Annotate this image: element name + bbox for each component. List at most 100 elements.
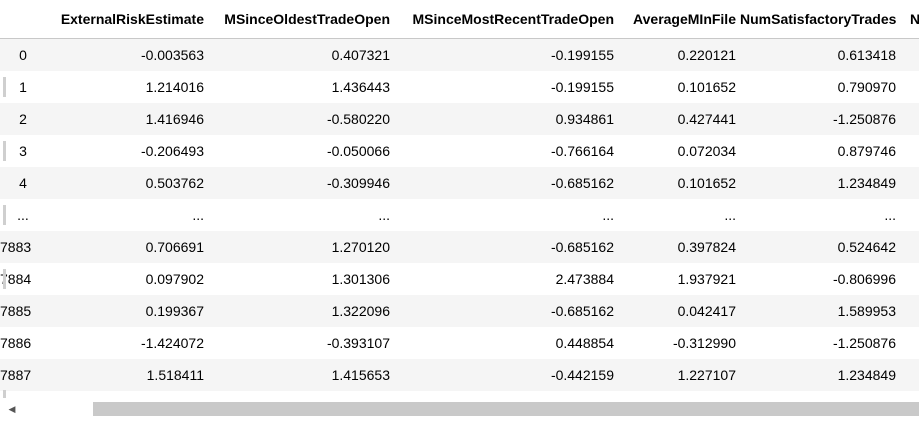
table-row: 7885 0.199367 1.322096 -0.685162 0.042417 1.5… <box>0 295 919 327</box>
row-index: 4 <box>0 167 46 199</box>
row-index-label: 7886 <box>0 335 32 351</box>
table-cell: 0.407321 <box>208 38 394 71</box>
table-cell <box>900 199 919 231</box>
column-header: ExternalRiskEstimate <box>46 0 208 39</box>
table-cell: 0.706691 <box>46 231 208 263</box>
table-cell: -0.199155 <box>394 38 618 71</box>
table-row: 3 -0.206493 -0.050066 -0.766164 0.072034 0.87… <box>0 135 919 167</box>
table-cell: -0.685162 <box>394 231 618 263</box>
table-cell: -0.580220 <box>208 103 394 135</box>
table-cell <box>900 135 919 167</box>
row-index-label: 2 <box>19 111 27 127</box>
table-row: 2 1.416946 -0.580220 0.934861 0.427441 -1.250… <box>0 103 919 135</box>
table-cell: 0.879746 <box>740 135 900 167</box>
table-cell <box>900 359 919 391</box>
table-cell: 0.934861 <box>394 103 618 135</box>
dataframe-table-container: ExternalRiskEstimate MSinceOldestTradeOp… <box>0 0 919 391</box>
scroll-left-icon[interactable]: ◀ <box>8 404 16 414</box>
table-cell <box>900 263 919 295</box>
table-row: 7884 0.097902 1.301306 2.473884 1.937921 -0.8… <box>0 263 919 295</box>
table-header: ExternalRiskEstimate MSinceOldestTradeOp… <box>0 0 919 39</box>
table-cell: 0.101652 <box>618 167 740 199</box>
table-cell: 1.234849 <box>740 359 900 391</box>
table-cell: 0.524642 <box>740 231 900 263</box>
table-cell: ... <box>740 199 900 231</box>
row-index: 1 <box>0 71 46 103</box>
column-header: AverageMInFile <box>618 0 740 39</box>
table-cell: 0.397824 <box>618 231 740 263</box>
row-marker <box>3 390 6 398</box>
table-cell: -0.003563 <box>46 38 208 71</box>
table-cell: 1.301306 <box>208 263 394 295</box>
table-cell: 0.042417 <box>618 295 740 327</box>
row-index: 7883 <box>0 231 46 263</box>
row-index: 2 <box>0 103 46 135</box>
column-header: MSinceOldestTradeOpen <box>208 0 394 39</box>
row-index-label: 1 <box>19 79 27 95</box>
table-cell: 1.415653 <box>208 359 394 391</box>
table-row: 1 1.214016 1.436443 -0.199155 0.101652 0.7909… <box>0 71 919 103</box>
table-cell: -1.250876 <box>740 103 900 135</box>
table-cell <box>900 231 919 263</box>
table-cell: 0.448854 <box>394 327 618 359</box>
table-cell: ... <box>46 199 208 231</box>
table-cell: 1.937921 <box>618 263 740 295</box>
table-cell: 0.199367 <box>46 295 208 327</box>
row-marker <box>3 77 6 97</box>
table-cell: ... <box>618 199 740 231</box>
table-cell: -0.199155 <box>394 71 618 103</box>
table-cell: 2.473884 <box>394 263 618 295</box>
scrollbar-thumb[interactable] <box>93 402 919 416</box>
dataframe-table: ExternalRiskEstimate MSinceOldestTradeOp… <box>0 0 919 391</box>
table-cell: -0.685162 <box>394 295 618 327</box>
table-row: 7886 -1.424072 -0.393107 0.448854 -0.312990-… <box>0 327 919 359</box>
table-cell: 0.790970 <box>740 71 900 103</box>
table-cell: -0.393107 <box>208 327 394 359</box>
table-cell: 0.613418 <box>740 38 900 71</box>
row-marker <box>3 141 6 161</box>
table-cell: -0.309946 <box>208 167 394 199</box>
row-index-label: 7883 <box>0 239 32 255</box>
table-cell <box>900 167 919 199</box>
row-index-label: 7887 <box>0 367 32 383</box>
row-index-label: 0 <box>19 47 27 63</box>
table-cell: 1.270120 <box>208 231 394 263</box>
table-cell: -0.312990 <box>618 327 740 359</box>
table-row: 4 0.503762 -0.309946 -0.685162 0.101652 1.234… <box>0 167 919 199</box>
row-index-label: 7885 <box>0 303 32 319</box>
horizontal-scrollbar[interactable]: ◀ <box>0 400 919 418</box>
table-cell: -0.806996 <box>740 263 900 295</box>
row-index: 7886 <box>0 327 46 359</box>
table-cell: 0.097902 <box>46 263 208 295</box>
row-index-label: 7884 <box>0 271 32 287</box>
table-cell: 1.214016 <box>46 71 208 103</box>
table-cell: 1.416946 <box>46 103 208 135</box>
table-cell: -1.424072 <box>46 327 208 359</box>
table-cell: -0.766164 <box>394 135 618 167</box>
row-index: ... <box>0 199 46 231</box>
table-cell: 0.220121 <box>618 38 740 71</box>
table-cell: -1.250876 <box>740 327 900 359</box>
table-row: 7887 1.518411 1.415653 -0.442159 1.227107 1.2… <box>0 359 919 391</box>
table-cell: ... <box>394 199 618 231</box>
row-marker <box>3 269 6 289</box>
table-cell: -0.206493 <box>46 135 208 167</box>
table-cell: 1.436443 <box>208 71 394 103</box>
table-cell: ... <box>208 199 394 231</box>
column-header-truncated: N <box>900 0 919 39</box>
table-row: .................. <box>0 199 919 231</box>
row-index: 3 <box>0 135 46 167</box>
table-cell: 1.322096 <box>208 295 394 327</box>
table-cell: 0.427441 <box>618 103 740 135</box>
table-cell: 1.227107 <box>618 359 740 391</box>
table-cell: 0.072034 <box>618 135 740 167</box>
table-cell: -0.442159 <box>394 359 618 391</box>
table-cell <box>900 103 919 135</box>
row-index: 0 <box>0 38 46 71</box>
table-cell <box>900 327 919 359</box>
row-index: 7885 <box>0 295 46 327</box>
table-cell: 1.589953 <box>740 295 900 327</box>
row-marker <box>3 205 6 225</box>
table-cell <box>900 71 919 103</box>
header-row: ExternalRiskEstimate MSinceOldestTradeOp… <box>0 0 919 39</box>
